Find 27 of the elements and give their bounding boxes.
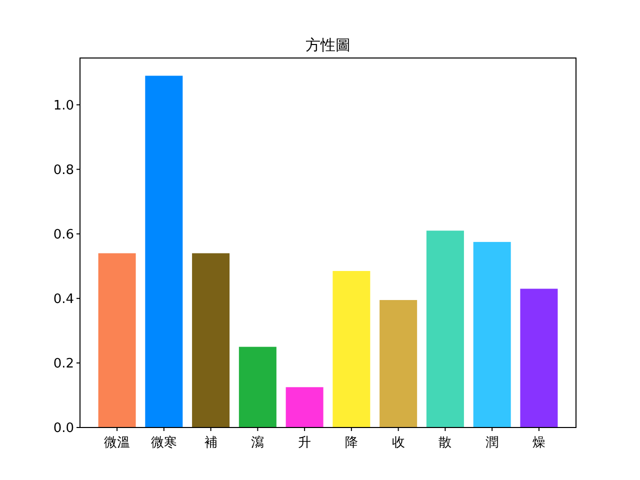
x-tick-label: 收 (392, 436, 405, 450)
bar (286, 387, 324, 428)
y-tick-label: 0.2 (53, 356, 74, 372)
x-tick-label: 瀉 (251, 436, 264, 450)
chart-title: 方性圖 (306, 36, 350, 54)
x-tick-label: 燥 (532, 436, 546, 450)
bar (426, 230, 464, 428)
x-tick-label: 補 (204, 436, 218, 450)
y-tick-label: 1.0 (53, 98, 74, 114)
x-tick-label: 散 (438, 436, 452, 450)
bar (332, 270, 370, 428)
x-tick-label: 潤 (486, 436, 499, 450)
y-tick-label: 0.8 (53, 162, 74, 178)
bar (380, 300, 418, 428)
x-tick-label: 微溫 (104, 436, 130, 450)
y-tick-label: 0.4 (53, 292, 74, 307)
x-tick-label: 升 (298, 436, 312, 450)
bar (238, 346, 276, 428)
x-tick-label: 微寒 (150, 434, 177, 450)
bar (145, 76, 183, 428)
y-tick-label: 0.6 (53, 227, 74, 242)
bar (520, 288, 558, 428)
y-tick-label: 0.0 (53, 421, 74, 436)
bar (473, 242, 511, 428)
x-tick-label: 降 (344, 436, 358, 450)
bar (192, 253, 230, 428)
bar (98, 253, 136, 428)
